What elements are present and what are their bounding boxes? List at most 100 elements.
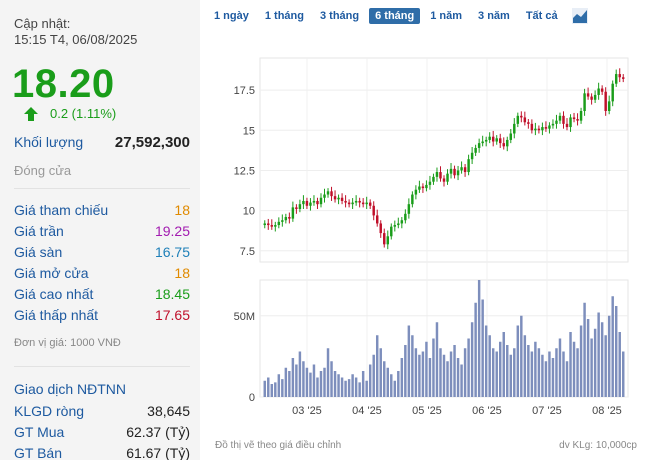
tab-3-years[interactable]: 3 năm	[478, 10, 510, 22]
candle-body	[495, 138, 498, 142]
candle-body	[555, 120, 558, 124]
price-row-value: 18.45	[154, 286, 190, 302]
volume-bar	[534, 341, 537, 397]
candle-body	[544, 127, 548, 129]
volume-bar	[449, 351, 453, 397]
candle-body	[421, 186, 425, 189]
price-row-label: Giá sàn	[14, 244, 63, 260]
volume-bar	[446, 361, 449, 397]
candle-body	[270, 225, 274, 227]
volume-bar	[358, 382, 361, 397]
volume-bar	[544, 361, 548, 397]
candle-body	[600, 88, 604, 92]
candle-body	[302, 200, 305, 205]
volume-bar	[579, 325, 583, 397]
price-plot-frame	[259, 57, 629, 263]
volume-bar	[393, 380, 397, 397]
volume-bar	[593, 328, 597, 397]
candle-body	[467, 159, 470, 173]
tab-1-day[interactable]: 1 ngày	[214, 10, 249, 22]
candle-body	[418, 186, 421, 190]
candle-body	[386, 236, 389, 245]
volume-bar	[333, 371, 337, 397]
volume-bar	[583, 302, 586, 397]
candle-body	[333, 196, 337, 200]
candle-body	[330, 191, 333, 197]
close-status: Đóng cửa	[14, 163, 72, 178]
candle-body	[425, 184, 428, 189]
volume-bar	[291, 358, 295, 397]
updated-time: 15:15 T4, 06/08/2025	[14, 32, 138, 47]
volume-bar	[435, 322, 439, 397]
volume-bar	[586, 319, 590, 397]
volume-bar	[361, 371, 365, 397]
candle-body	[569, 117, 572, 128]
volume-bar	[407, 325, 411, 397]
candle-body	[340, 197, 344, 201]
candle-body	[309, 202, 312, 206]
candle-body	[284, 217, 288, 221]
candle-body	[506, 139, 509, 147]
quote-panel: Cập nhật: 15:15 T4, 06/08/2025 18.20 0.2…	[0, 0, 200, 460]
price-row-label: Giá trần	[14, 223, 64, 239]
volume-bar	[572, 341, 576, 397]
foreign-row-value: 38,645	[147, 403, 190, 419]
candle-body	[414, 189, 418, 195]
volume-bar	[453, 345, 456, 397]
candle-body	[516, 115, 520, 124]
candle-body	[323, 194, 326, 198]
tab-6-months[interactable]: 6 tháng	[369, 8, 421, 24]
candle-body	[404, 213, 407, 221]
candle-body	[477, 143, 481, 148]
volume-bar	[551, 358, 555, 397]
x-tick-label: 08 '25	[592, 405, 622, 417]
tab-all[interactable]: Tất cả	[525, 10, 558, 22]
volume-bar	[267, 377, 270, 397]
volume-bar	[418, 354, 421, 397]
candle-body	[400, 220, 404, 224]
area-chart-icon[interactable]	[571, 8, 588, 24]
price-row-low: Giá thấp nhất 17.65	[14, 307, 190, 323]
volume-bar	[600, 322, 604, 397]
volume-bar	[432, 338, 435, 397]
candle-body	[491, 136, 495, 142]
candle-body	[597, 88, 600, 95]
candle-body	[470, 152, 474, 160]
volume-bar	[562, 351, 565, 397]
updated-label: Cập nhật:	[14, 16, 71, 31]
candle-body	[481, 141, 484, 144]
volume-bar	[548, 351, 551, 397]
volume-bar	[372, 354, 375, 397]
price-change: 0.2 (1.11%)	[24, 106, 116, 121]
tab-3-months[interactable]: 3 tháng	[319, 10, 360, 22]
candle-body	[611, 83, 614, 102]
tab-1-year[interactable]: 1 năm	[430, 10, 463, 22]
candle-body	[593, 94, 597, 100]
candle-body	[347, 202, 351, 205]
chart-panel: 1 ngày 1 tháng 3 tháng 6 tháng 1 năm 3 n…	[200, 0, 653, 460]
candle-body	[432, 176, 435, 182]
price-row-ceiling: Giá trần 19.25	[14, 223, 190, 239]
volume-bar	[509, 354, 513, 397]
price-chart[interactable]: 7.5 10 12.5 15 17.5 03 '25 04 '25 05 '25 06 '25 0…	[200, 0, 653, 460]
volume-bar	[421, 351, 425, 397]
candle-body	[291, 207, 295, 219]
candle-body	[354, 200, 358, 203]
volume-label: Khối lượng	[14, 134, 84, 150]
candle-body	[520, 115, 523, 118]
tab-1-month[interactable]: 1 tháng	[264, 10, 304, 22]
candle-body	[453, 168, 456, 176]
candle-body	[379, 223, 382, 234]
price-row-floor: Giá sàn 16.75	[14, 244, 190, 260]
volume-bar	[368, 364, 372, 397]
candle-body	[411, 194, 414, 205]
foreign-row-sell: GT Bán 61.67 (Tỷ)	[14, 445, 190, 460]
candle-body	[446, 173, 449, 182]
candle-body	[551, 123, 555, 126]
candle-body	[397, 223, 400, 226]
volume-bar	[428, 358, 432, 397]
candle-body	[375, 215, 379, 224]
volume-bar	[326, 348, 330, 397]
volume-bar	[270, 384, 274, 397]
volume-bar	[502, 332, 505, 397]
